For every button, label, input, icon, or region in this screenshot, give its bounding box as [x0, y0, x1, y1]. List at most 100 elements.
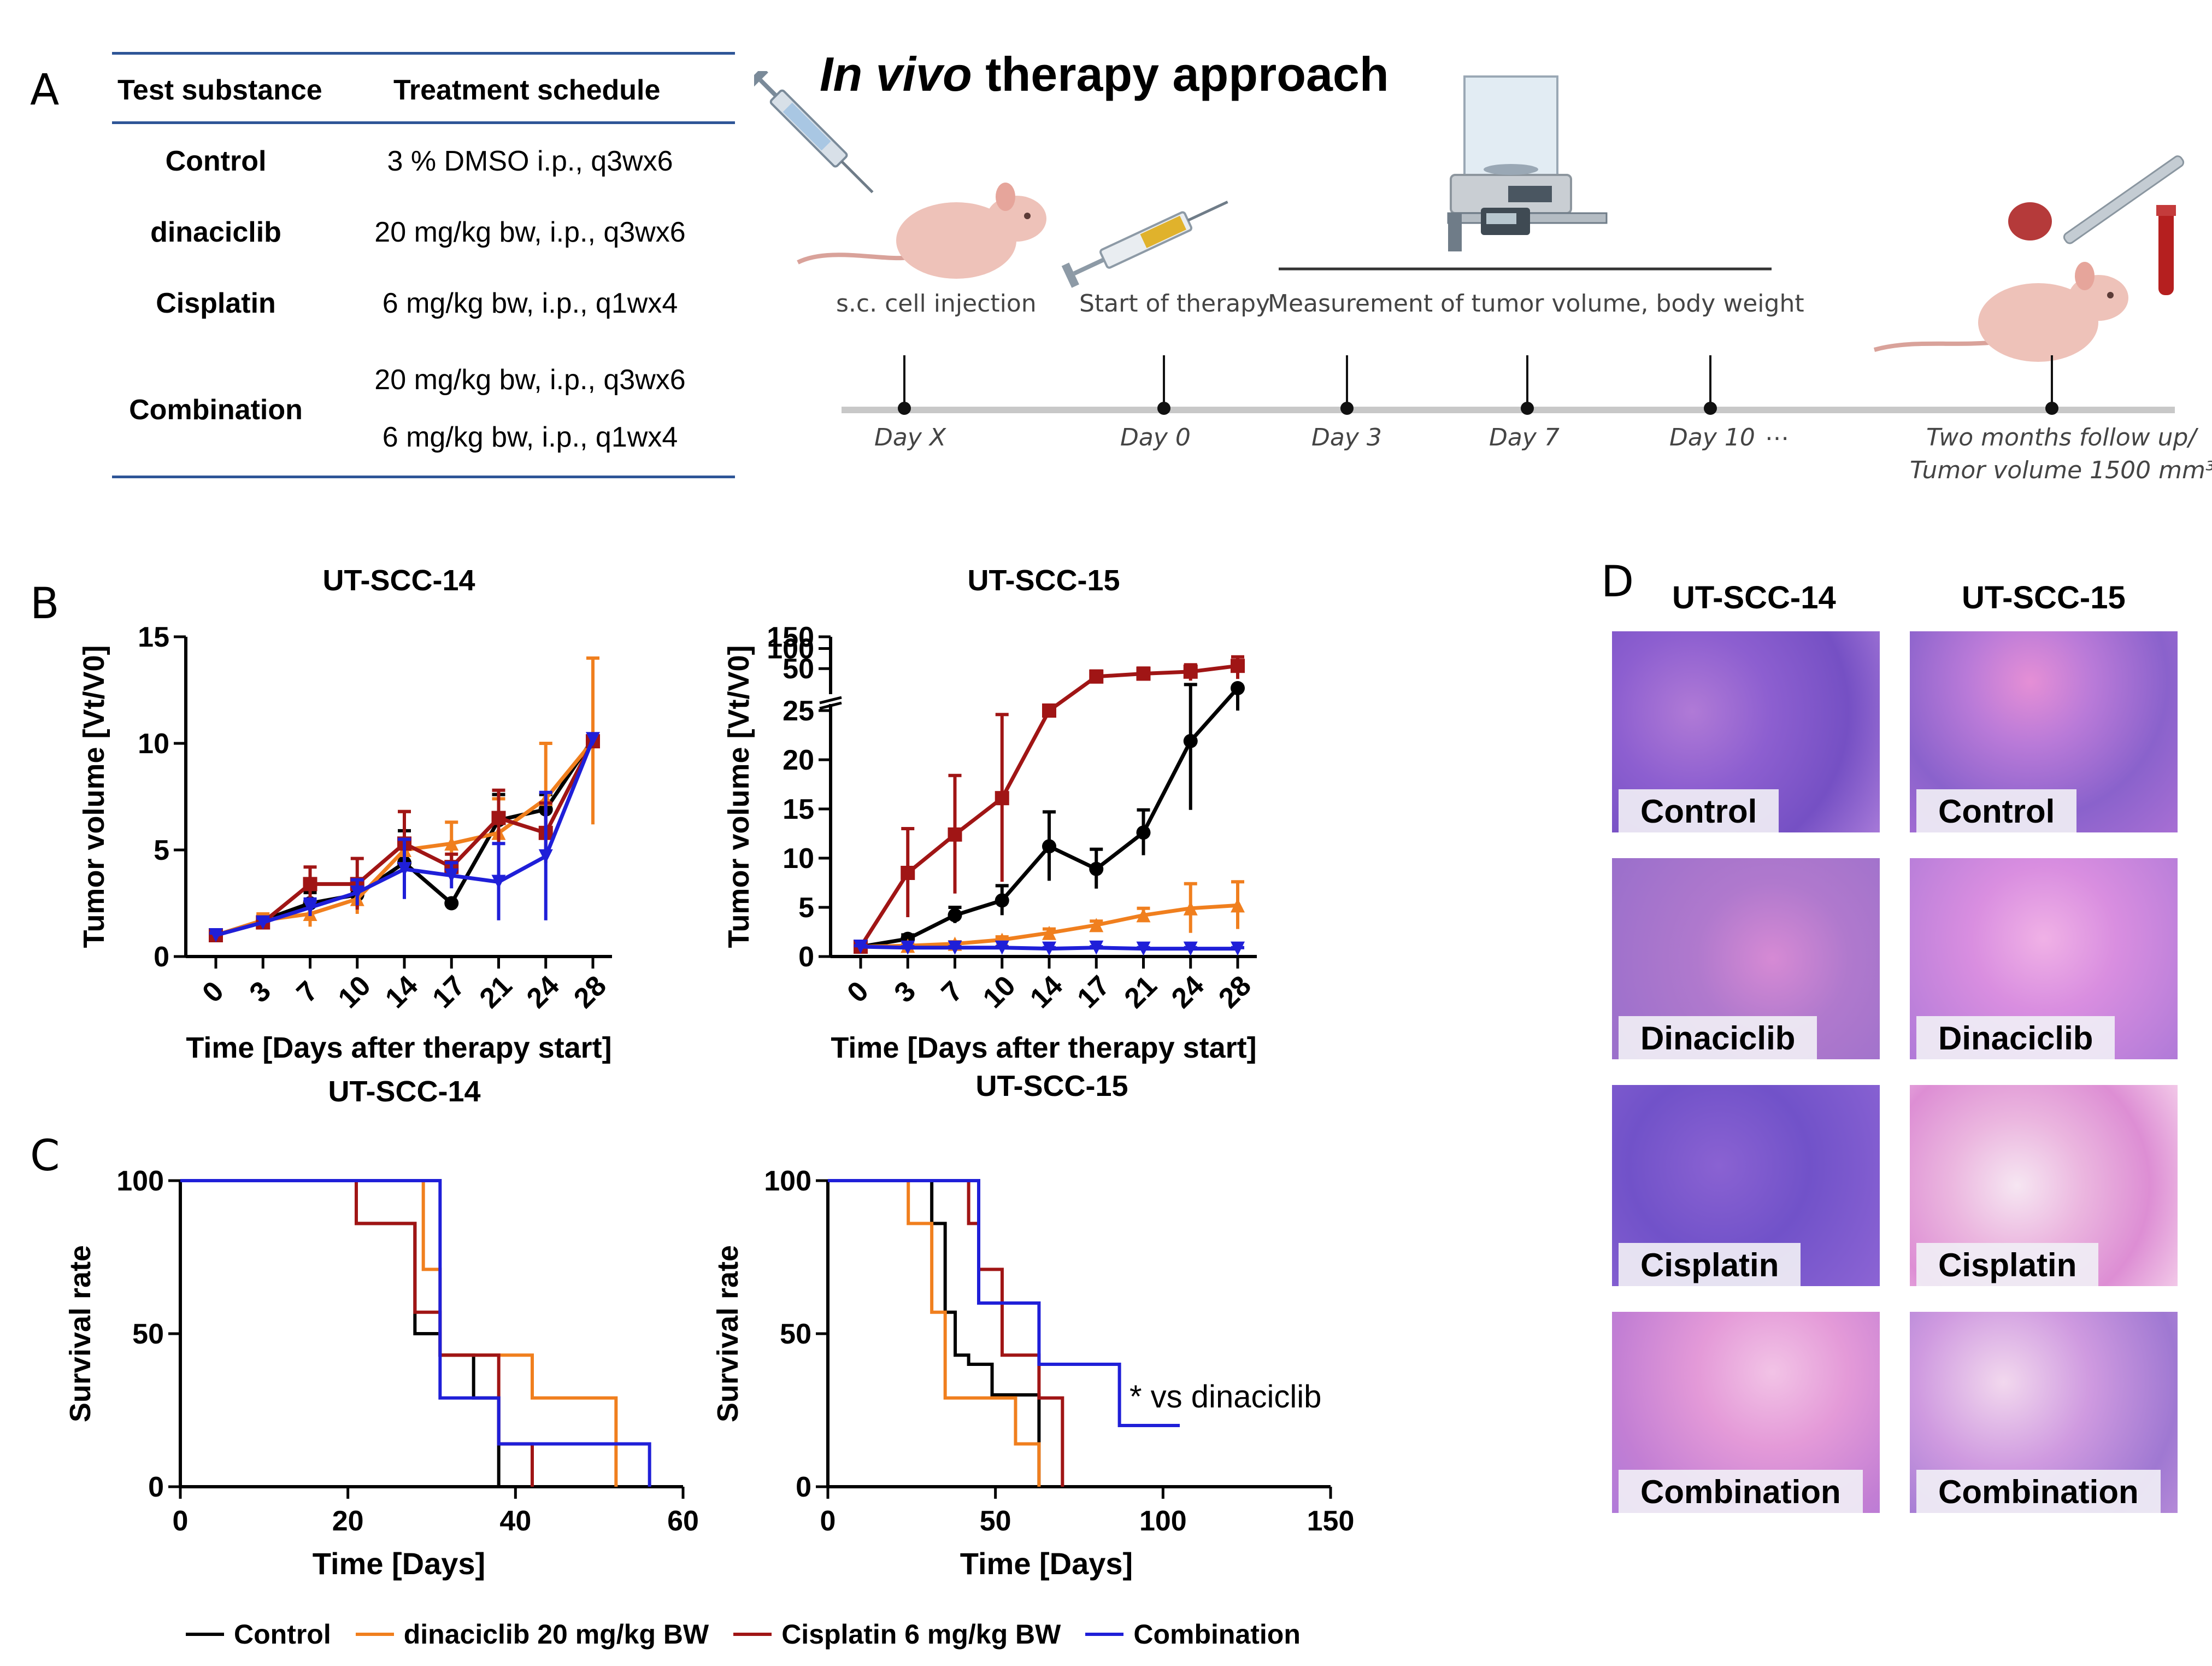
histo-utscc14-dinaciclib: Dinaciclib — [1612, 858, 1880, 1059]
histo-utscc15-control: Control — [1910, 631, 2178, 832]
b1-xtick-label: 7 — [291, 975, 324, 1008]
histo-utscc15-combination: Combination — [1910, 1312, 2178, 1513]
b2-point-control — [995, 893, 1009, 908]
b2-point-control — [1183, 734, 1198, 748]
b2-point-dinaciclib — [1231, 898, 1245, 913]
c2-survival-cisplatin — [828, 1179, 1064, 1487]
c2-annotation: * vs dinaciclib — [1129, 1379, 1321, 1415]
c1-ytick-label: 0 — [148, 1471, 164, 1503]
b2-point-cisplatin — [948, 827, 962, 842]
histo-utscc14-control: Control — [1612, 631, 1880, 832]
scalpel-icon — [2063, 155, 2185, 244]
therapy-title: In vivo therapy approach — [820, 46, 1389, 102]
c1-survival-control — [180, 1179, 501, 1487]
b2-ylabel: Tumor volume [Vt/V0] — [722, 645, 755, 948]
histo-col-title-1: UT-SCC-14 — [1672, 580, 1836, 615]
b2-ytick-label: 25 — [783, 695, 814, 727]
legend-label-combination: Combination — [1133, 1619, 1301, 1650]
b1-ytick-label: 10 — [138, 728, 169, 760]
b2-ytick-label: 20 — [783, 744, 814, 776]
b1-point-combination — [350, 885, 364, 900]
b1-title: UT-SCC-14 — [322, 564, 475, 597]
therapy-title-rest: therapy approach — [972, 47, 1389, 101]
b2-ytick-label: 50 — [783, 653, 814, 685]
b2-xtick-label: 3 — [889, 975, 922, 1008]
c1-xtick-label: 40 — [499, 1505, 531, 1537]
b2-point-dinaciclib — [1089, 918, 1104, 932]
c1-ylabel: Survival rate — [64, 1245, 97, 1422]
c2-survival-control — [828, 1179, 1041, 1487]
b2-point-combination — [1183, 941, 1198, 956]
b2-point-control — [1231, 681, 1245, 695]
table-substance-combination: Combination — [129, 394, 303, 426]
step-start: Start of therapy — [1079, 290, 1270, 318]
b2-axis-break-mark — [819, 701, 842, 710]
b2-ytick-label: 10 — [783, 843, 814, 875]
b2-point-combination — [901, 940, 915, 955]
b2-title: UT-SCC-15 — [967, 564, 1120, 597]
b2-point-combination — [1231, 941, 1245, 956]
b2-point-combination — [1136, 941, 1151, 956]
b2-point-cisplatin — [1089, 669, 1104, 684]
c2-xtick-label: 0 — [820, 1505, 836, 1537]
tumor-icon — [2008, 202, 2052, 240]
table-top-rule — [112, 52, 735, 55]
c2-ylabel: Survival rate — [711, 1245, 744, 1422]
b2-xtick-label: 0 — [841, 975, 874, 1008]
c2-xtick-label: 100 — [1139, 1505, 1187, 1537]
day-10: Day 10 — [1669, 424, 1755, 451]
therapy-title-italic: In vivo — [820, 47, 972, 101]
b2-point-combination — [1089, 940, 1104, 955]
blood-tube-icon — [2156, 205, 2176, 295]
timeline-ellipsis: … — [1765, 418, 1789, 446]
histo-utscc14-cisplatin: Cisplatin — [1612, 1085, 1880, 1286]
c1-xlabel: Time [Days] — [313, 1546, 485, 1581]
syringe-icon — [754, 71, 874, 193]
b2-ytick-label: 100 — [767, 633, 814, 665]
histo-utscc15-cisplatin: Cisplatin — [1910, 1085, 2178, 1286]
b2-point-cisplatin — [995, 791, 1009, 806]
b1-point-combination — [397, 862, 411, 877]
table-schedule-control: 3 % DMSO i.p., q3wx6 — [387, 145, 673, 177]
c2-ytick-label: 0 — [796, 1471, 811, 1503]
b1-xtick-label: 21 — [474, 970, 519, 1014]
b2-xtick-label: 10 — [977, 970, 1022, 1014]
histo-label: Dinaciclib — [1619, 1016, 1817, 1059]
c1-survival-cisplatin — [180, 1179, 534, 1487]
day-7: Day 7 — [1489, 424, 1560, 451]
b2-point-cisplatin — [1183, 664, 1198, 679]
histo-label: Cisplatin — [1916, 1243, 2099, 1286]
c2-title: UT-SCC-15 — [975, 1070, 1128, 1102]
b2-xtick-label: 24 — [1166, 970, 1210, 1014]
c2-xtick-label: 150 — [1307, 1505, 1355, 1537]
end-line-2: Tumor volume 1500 mm³ — [1910, 456, 2212, 484]
b1-xtick-label: 14 — [379, 970, 424, 1014]
b1-xtick-label: 10 — [332, 970, 377, 1014]
b1-xtick-label: 17 — [426, 970, 471, 1014]
b1-xtick-label: 28 — [568, 970, 613, 1014]
b1-point-combination — [444, 868, 459, 883]
c2-xlabel: Time [Days] — [960, 1546, 1133, 1581]
caliper-icon — [1447, 208, 1608, 251]
table-substance-cisplatin: Cisplatin — [156, 288, 276, 319]
c1-ytick-label: 100 — [116, 1165, 164, 1197]
table-head-rule — [112, 121, 735, 124]
b2-ytick-label: 0 — [798, 941, 814, 973]
b2-point-dinaciclib — [1136, 908, 1151, 923]
table-header-schedule: Treatment schedule — [393, 74, 661, 106]
step-injection: s.c. cell injection — [836, 290, 1037, 318]
panel-label-d: D — [1601, 558, 1634, 607]
panel-label-a: A — [30, 66, 60, 115]
histo-col-title-2: UT-SCC-15 — [1962, 580, 2126, 615]
b1-ytick-label: 15 — [138, 621, 169, 653]
histo-label: Combination — [1619, 1470, 1863, 1513]
table-schedule-cisplatin: 6 mg/kg bw, i.p., q1wx4 — [382, 288, 678, 319]
b2-point-dinaciclib — [1183, 901, 1198, 916]
b2-point-cisplatin — [1136, 666, 1151, 681]
b2-xtick-label: 21 — [1119, 970, 1163, 1014]
table-header-substance: Test substance — [117, 74, 322, 106]
panel-label-b: B — [30, 579, 60, 629]
b1-point-combination — [586, 732, 600, 747]
table-schedule-combination-1: 20 mg/kg bw, i.p., q3wx6 — [374, 364, 686, 396]
table-schedule-dinaciclib: 20 mg/kg bw, i.p., q3wx6 — [374, 216, 686, 248]
